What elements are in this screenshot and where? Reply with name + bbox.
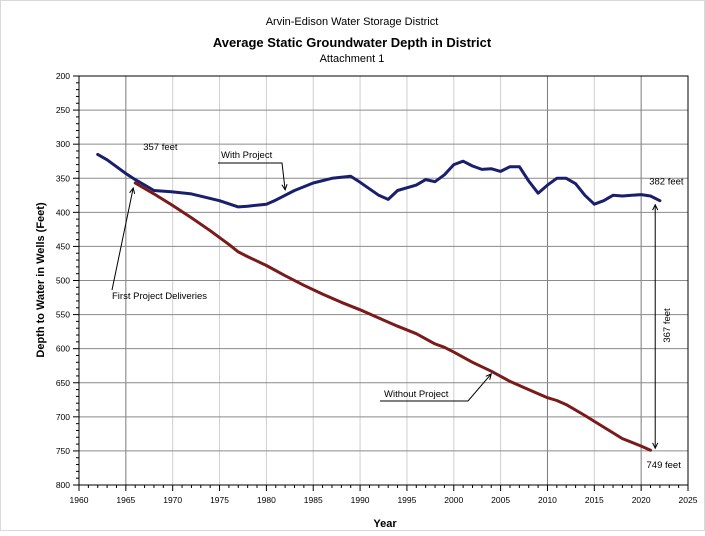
axes-layer: 2002503003504004505005506006507007508001… [56,71,698,505]
y-axis-title: Depth to Water in Wells (Feet) [35,202,47,358]
annotation-layer: 357 feet First Project Deliveries With Pro… [111,142,684,471]
x-tick-label: 1980 [257,495,276,505]
y-tick-label: 300 [56,139,70,149]
x-tick-label: 1975 [210,495,229,505]
x-tick-label: 2005 [491,495,510,505]
first-deliveries-arrow [111,187,134,291]
y-tick-label: 400 [56,207,70,217]
x-tick-label: 2015 [585,495,604,505]
label-357-feet: 357 feet [143,142,178,153]
x-tick-label: 2010 [538,495,557,505]
y-tick-label: 700 [56,412,70,422]
x-tick-label: 1970 [163,495,182,505]
x-tick-label: 2025 [679,495,698,505]
without-project-line [133,181,652,452]
label-749-feet: 749 feet [647,460,682,471]
first-deliveries-arrowhead [129,186,136,194]
label-without-project: Without Project [384,389,449,400]
y-tick-label: 550 [56,310,70,320]
chart-header: Arvin-Edison Water Storage District [266,16,439,28]
without-project-leader [380,373,492,402]
x-axis-title: Year [373,518,397,530]
y-tick-label: 250 [56,105,70,115]
difference-arrowhead-top [652,203,659,211]
y-tick-label: 750 [56,446,70,456]
label-367-feet: 367 feet [662,308,673,343]
chart-subtitle: Attachment 1 [320,53,385,65]
difference-arrowhead-bottom [652,442,659,450]
label-first-project-deliveries: First Project Deliveries [112,291,207,302]
series-layer [96,152,662,452]
label-with-project: With Project [221,150,273,161]
x-tick-label: 1985 [304,495,323,505]
with-project-leader [218,162,286,190]
y-tick-label: 600 [56,344,70,354]
x-tick-label: 1990 [351,495,370,505]
y-tick-label: 450 [56,241,70,251]
y-tick-label: 200 [56,71,70,81]
without-project-arrowhead [485,373,492,380]
chart-title: Average Static Groundwater Depth in Dist… [213,35,492,50]
label-382-feet: 382 feet [649,177,684,188]
y-tick-label: 350 [56,173,70,183]
x-tick-label: 2020 [632,495,651,505]
x-tick-label: 1960 [70,495,89,505]
y-tick-label: 500 [56,276,70,286]
grid-layer [79,76,689,485]
with-project-arrowhead [281,184,288,191]
with-project-line [96,152,662,209]
x-tick-label: 1965 [116,495,135,505]
x-tick-label: 1995 [397,495,416,505]
y-tick-label: 650 [56,378,70,388]
x-tick-label: 2000 [444,495,463,505]
y-tick-label: 800 [56,480,70,490]
